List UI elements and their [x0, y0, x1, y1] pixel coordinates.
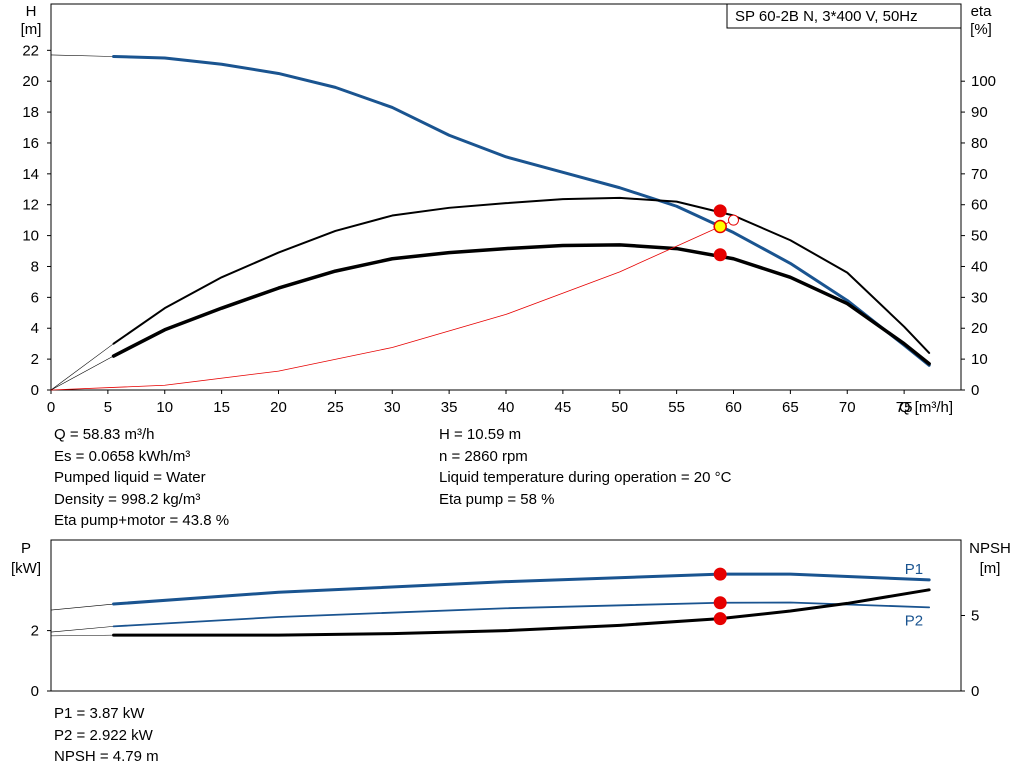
x-tick-label: 65: [782, 399, 799, 416]
system-curve-end-marker: [728, 214, 739, 226]
series-label-P1: P1: [905, 561, 923, 578]
curve-extension-eta_total: [50, 355, 114, 391]
y-axis-label: H: [26, 3, 37, 20]
curve-extension-H: [50, 54, 114, 57]
y-tick-label: 18: [22, 104, 39, 121]
curve-eta_pump: [112, 196, 931, 354]
y2-tick-label: 50: [971, 228, 988, 245]
plot-frame: [50, 539, 962, 692]
performance-chart: 0246810121416182022010203040506070809010…: [21, 3, 996, 416]
x-tick-label: 25: [327, 399, 344, 416]
x-tick-label: 20: [270, 399, 287, 416]
curve-NPSH: [112, 588, 931, 637]
x-tick-label: 45: [555, 399, 572, 416]
info-npsh: NPSH = 4.79 m: [54, 748, 159, 765]
model-label-box: [726, 3, 962, 29]
y-tick-label: 12: [22, 197, 39, 214]
x-tick-label: 55: [668, 399, 685, 416]
info-eta-pump: Eta pump = 58 %: [439, 490, 555, 508]
info-p1: P1 = 3.87 kW: [54, 705, 145, 722]
curve-extension-P2: [50, 626, 114, 633]
info-flow: Q = 58.83 m³/h: [54, 426, 155, 443]
info-column-1: Q = 58.83 m³/h Es = 0.0658 kWh/m³ Pumped…: [54, 424, 229, 532]
y2-tick-label: 70: [971, 166, 988, 183]
info-head: H = 10.59 m: [439, 426, 522, 443]
y-tick-label: 8: [31, 258, 39, 275]
x-tick-label: 5: [104, 399, 112, 416]
duty-point-marker: [713, 248, 727, 262]
curve-P2: [112, 601, 931, 628]
y-tick-label: 16: [22, 135, 39, 152]
x-tick-label: 15: [213, 399, 230, 416]
y-axis-label: P: [21, 540, 31, 557]
info-density: Density = 998.2 kg/m³: [54, 490, 201, 508]
x-tick-label: 60: [725, 399, 742, 416]
y-tick-label: 0: [31, 683, 39, 700]
y2-tick-label: 10: [971, 351, 988, 368]
y2-tick-label: 20: [971, 320, 988, 337]
x-tick-label: 75: [896, 399, 913, 416]
y-tick-label: 0: [31, 382, 39, 399]
y2-tick-label: 100: [971, 73, 996, 90]
x-tick-label: 0: [47, 399, 55, 416]
series-label-P2: P2: [905, 612, 923, 629]
y-tick-label: 10: [22, 228, 39, 245]
x-tick-label: 10: [156, 399, 173, 416]
y-tick-label: 14: [22, 166, 39, 183]
y2-tick-label: 30: [971, 289, 988, 306]
info-pumped-liquid: Pumped liquid = Water: [54, 469, 206, 486]
curve-system: [50, 219, 734, 391]
y-tick-label: 4: [31, 320, 39, 337]
y2-tick-label: 60: [971, 197, 988, 214]
y2-tick-label: 80: [971, 135, 988, 152]
info-liquid-temperature: Liquid temperature during operation = 20…: [439, 469, 732, 486]
x-tick-label: 30: [384, 399, 401, 416]
x-tick-label: 50: [611, 399, 628, 416]
curve-eta_total: [111, 243, 931, 366]
y2-tick-label: 40: [971, 258, 988, 275]
curve-extension-P1: [50, 603, 114, 611]
curve-P1: [112, 572, 931, 606]
y2-axis-label: eta: [971, 3, 993, 20]
x-tick-label: 70: [839, 399, 856, 416]
y2-tick-label: 90: [971, 104, 988, 121]
duty-point-marker: [713, 567, 727, 581]
duty-point-marker-yellow: [713, 219, 727, 234]
info-column-2: H = 10.59 m n = 2860 rpm Liquid temperat…: [439, 424, 731, 510]
y-axis-unit: [kW]: [11, 560, 41, 577]
duty-point-marker: [713, 596, 727, 610]
info-eta-pump-motor: Eta pump+motor = 43.8 %: [54, 512, 230, 529]
x-tick-label: 35: [441, 399, 458, 416]
y-axis-unit: [m]: [21, 21, 42, 38]
y-tick-label: 2: [31, 351, 39, 368]
curve-H: [112, 55, 931, 367]
y2-axis-unit: [m]: [980, 560, 1001, 577]
y-tick-label: 20: [22, 73, 39, 90]
power-npsh-chart: 0 2 0 5 P [kW] NPSH [m] P1 P2: [11, 539, 1011, 700]
duty-point-marker: [713, 612, 727, 626]
info-specific-energy: Es = 0.0658 kWh/m³: [54, 447, 191, 465]
duty-point-marker: [713, 204, 727, 218]
curve-extension-NPSH: [50, 634, 114, 637]
y2-tick-label: 0: [971, 683, 979, 700]
info-speed: n = 2860 rpm: [439, 447, 528, 465]
y-tick-label: 22: [22, 42, 39, 59]
y2-tick-label: 5: [971, 608, 979, 625]
info-p2: P2 = 2.922 kW: [54, 726, 153, 744]
y-tick-label: 2: [31, 623, 39, 640]
x-axis-label: Q [m³/h]: [899, 399, 953, 416]
info-column-3: P1 = 3.87 kW P2 = 2.922 kW NPSH = 4.79 m: [54, 703, 159, 768]
y2-axis-label: NPSH: [969, 540, 1011, 557]
model-label: SP 60-2B N, 3*400 V, 50Hz: [735, 8, 918, 25]
x-tick-label: 40: [498, 399, 515, 416]
y2-tick-label: 0: [971, 382, 979, 399]
y-tick-label: 6: [31, 289, 39, 306]
y2-axis-unit: [%]: [970, 21, 992, 38]
curve-extension-eta_pump: [50, 343, 114, 391]
